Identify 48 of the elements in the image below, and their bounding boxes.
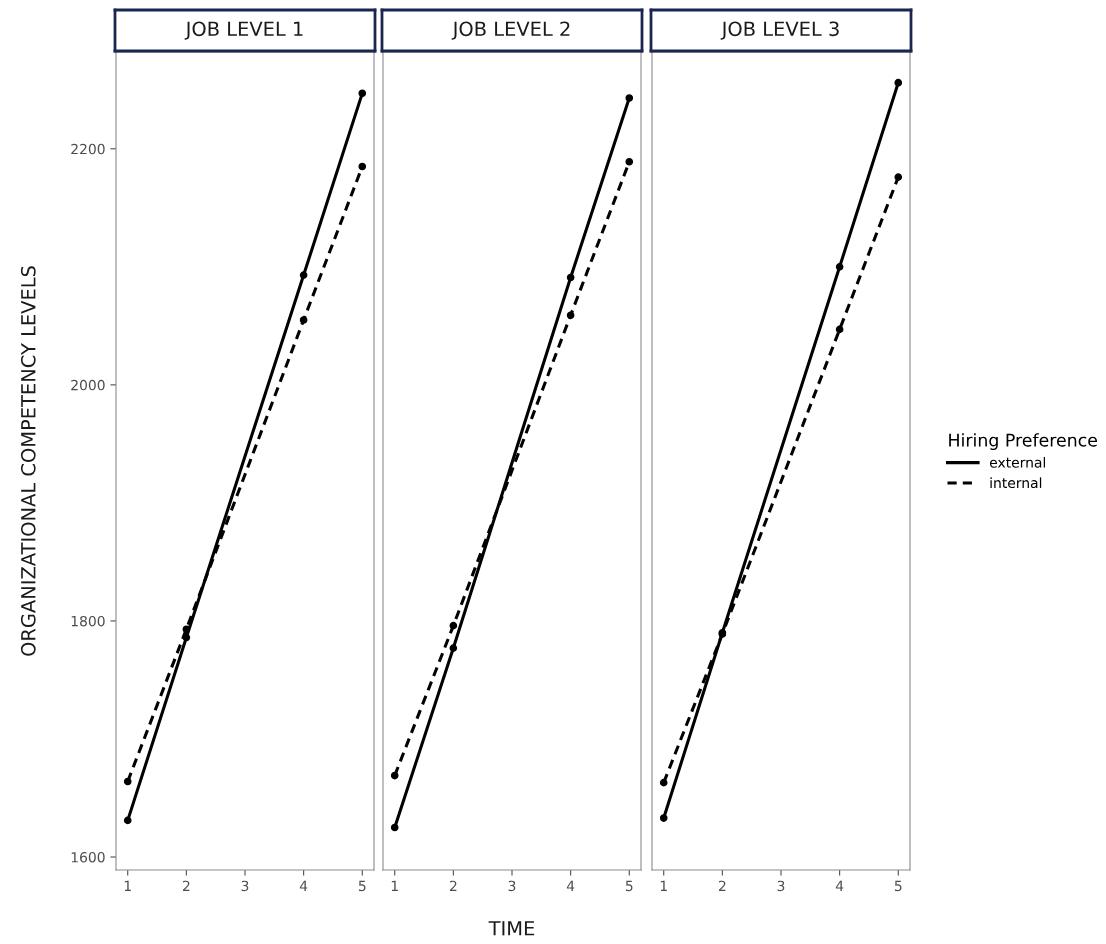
y-tick-label: 2200 [71,143,105,155]
point [625,157,634,166]
point [835,325,844,334]
point [659,778,668,787]
point [566,311,575,320]
x-tick-label: 5 [358,880,366,892]
point [182,625,191,634]
point [449,644,458,652]
legend-label: internal [990,477,1042,489]
point [123,816,132,825]
point [625,94,634,102]
y-tick-label: 1800 [71,615,105,627]
x-axis-title: TIME [488,921,535,936]
x-tick-label: 2 [449,880,457,891]
legend-label: external [989,456,1046,468]
legend-title: Hiring Preference [949,433,1097,451]
point [894,78,903,87]
y-axis-title: ORGANIZATIONAL COMPETENCY LEVELS [20,266,36,656]
x-tick-label: 3 [241,880,249,892]
point [659,814,668,822]
x-tick-label: 5 [894,880,902,892]
point [299,316,308,324]
x-tick-label: 4 [566,880,575,891]
point [123,777,132,786]
point [299,271,308,279]
y-tick-label: 2000 [71,379,105,391]
point [566,273,575,282]
y-tick-label: 1600 [71,851,105,863]
point [358,162,367,171]
x-tick-label: 4 [299,880,308,891]
point [835,263,844,271]
point [390,823,399,832]
point [894,173,903,181]
point [358,89,367,98]
x-tick-label: 1 [124,880,131,891]
x-tick-label: 1 [660,880,667,891]
x-tick-label: 2 [182,880,190,891]
x-tick-label: 1 [391,880,398,891]
x-tick-label: 3 [508,880,516,892]
point [390,771,399,780]
chart-title: JOB LEVEL 3 [720,21,839,40]
point [449,621,458,630]
x-tick-label: 2 [718,880,726,891]
x-tick-label: 5 [625,880,633,892]
chart-title: JOB LEVEL 2 [451,21,570,40]
x-tick-label: 4 [835,880,844,891]
x-tick-label: 3 [777,880,785,892]
chart-title: JOB LEVEL 1 [184,21,303,40]
